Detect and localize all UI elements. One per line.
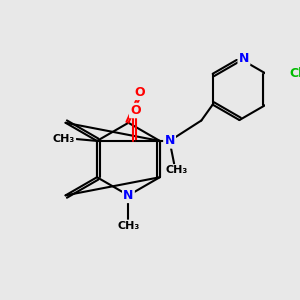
Text: O: O: [130, 104, 141, 117]
Text: CH₃: CH₃: [53, 134, 75, 144]
Text: Cl: Cl: [289, 67, 300, 80]
Text: N: N: [239, 52, 249, 65]
Text: O: O: [134, 86, 145, 99]
Text: N: N: [164, 134, 175, 147]
Text: N: N: [123, 189, 134, 202]
Text: CH₃: CH₃: [165, 165, 188, 176]
Text: CH₃: CH₃: [117, 221, 140, 231]
